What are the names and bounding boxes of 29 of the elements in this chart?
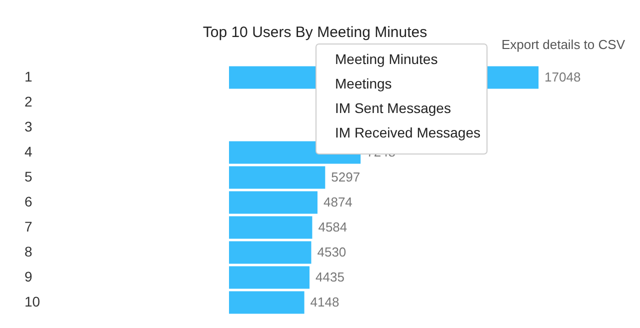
chart-title: Top 10 Users By Meeting Minutes bbox=[202, 24, 428, 41]
data-label: 4435 bbox=[316, 270, 344, 284]
annotation: IM Sent Messages bbox=[335, 100, 451, 116]
y-tick-label: 8 bbox=[24, 244, 32, 260]
bar bbox=[229, 216, 312, 239]
bar bbox=[229, 166, 326, 189]
bar bbox=[229, 266, 310, 289]
data-label: 4530 bbox=[317, 244, 346, 260]
bar bbox=[229, 291, 304, 314]
text: Export details to CSV bbox=[501, 37, 626, 52]
bar bbox=[229, 241, 312, 264]
y-tick-label: 4 bbox=[24, 144, 32, 160]
data-label: 17048 bbox=[544, 70, 581, 84]
annotation: IM Received Messages bbox=[335, 124, 481, 140]
data-label: 4584 bbox=[318, 220, 348, 234]
y-tick-label: 9 bbox=[24, 268, 32, 284]
annotation: Meeting Minutes bbox=[335, 51, 438, 67]
y-tick-label: 6 bbox=[24, 194, 32, 210]
y-tick-label: 3 bbox=[24, 118, 32, 134]
y-tick-label: 7 bbox=[24, 218, 32, 234]
y-tick-label: 2 bbox=[24, 94, 32, 110]
annotation: Meetings bbox=[335, 76, 392, 92]
data-label: 4874 bbox=[323, 194, 352, 210]
y-tick-label: 5 bbox=[24, 168, 32, 184]
data-label: 4148 bbox=[310, 294, 340, 310]
data-label: 5297 bbox=[331, 170, 360, 184]
y-tick-label: 1 bbox=[24, 68, 32, 84]
bar bbox=[229, 191, 318, 214]
y-tick-label: 10 bbox=[24, 294, 40, 310]
